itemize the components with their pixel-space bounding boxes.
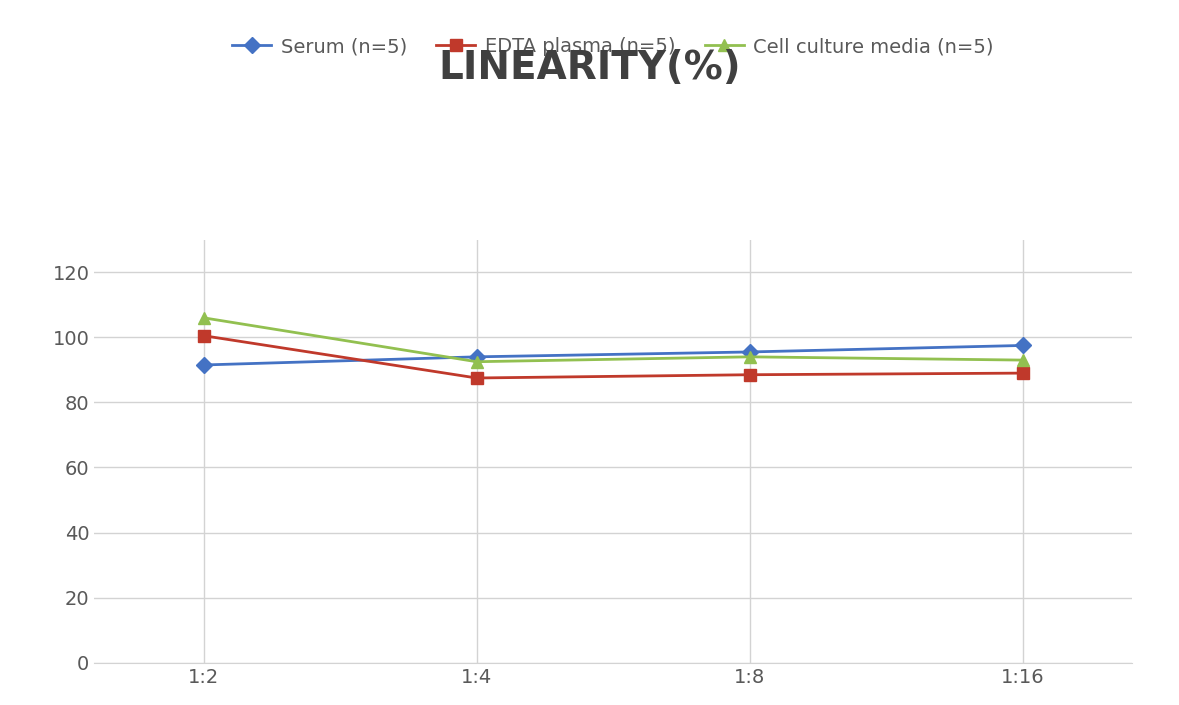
EDTA plasma (n=5) — [197, 331, 211, 340]
Cell culture media (n=5) — [743, 352, 757, 361]
Line: EDTA plasma (n=5): EDTA plasma (n=5) — [198, 330, 1028, 384]
EDTA plasma (n=5) — [1015, 369, 1029, 377]
Cell culture media (n=5) — [1015, 356, 1029, 364]
Serum (n=5) — [743, 348, 757, 356]
Line: Serum (n=5): Serum (n=5) — [198, 340, 1028, 371]
Cell culture media (n=5) — [197, 314, 211, 322]
Legend: Serum (n=5), EDTA plasma (n=5), Cell culture media (n=5): Serum (n=5), EDTA plasma (n=5), Cell cul… — [224, 30, 1002, 64]
Cell culture media (n=5) — [469, 357, 483, 366]
Line: Cell culture media (n=5): Cell culture media (n=5) — [197, 312, 1029, 368]
EDTA plasma (n=5) — [743, 371, 757, 379]
Serum (n=5) — [469, 352, 483, 361]
Text: LINEARITY(%): LINEARITY(%) — [439, 49, 740, 87]
Serum (n=5) — [1015, 341, 1029, 350]
EDTA plasma (n=5) — [469, 374, 483, 382]
Serum (n=5) — [197, 361, 211, 369]
